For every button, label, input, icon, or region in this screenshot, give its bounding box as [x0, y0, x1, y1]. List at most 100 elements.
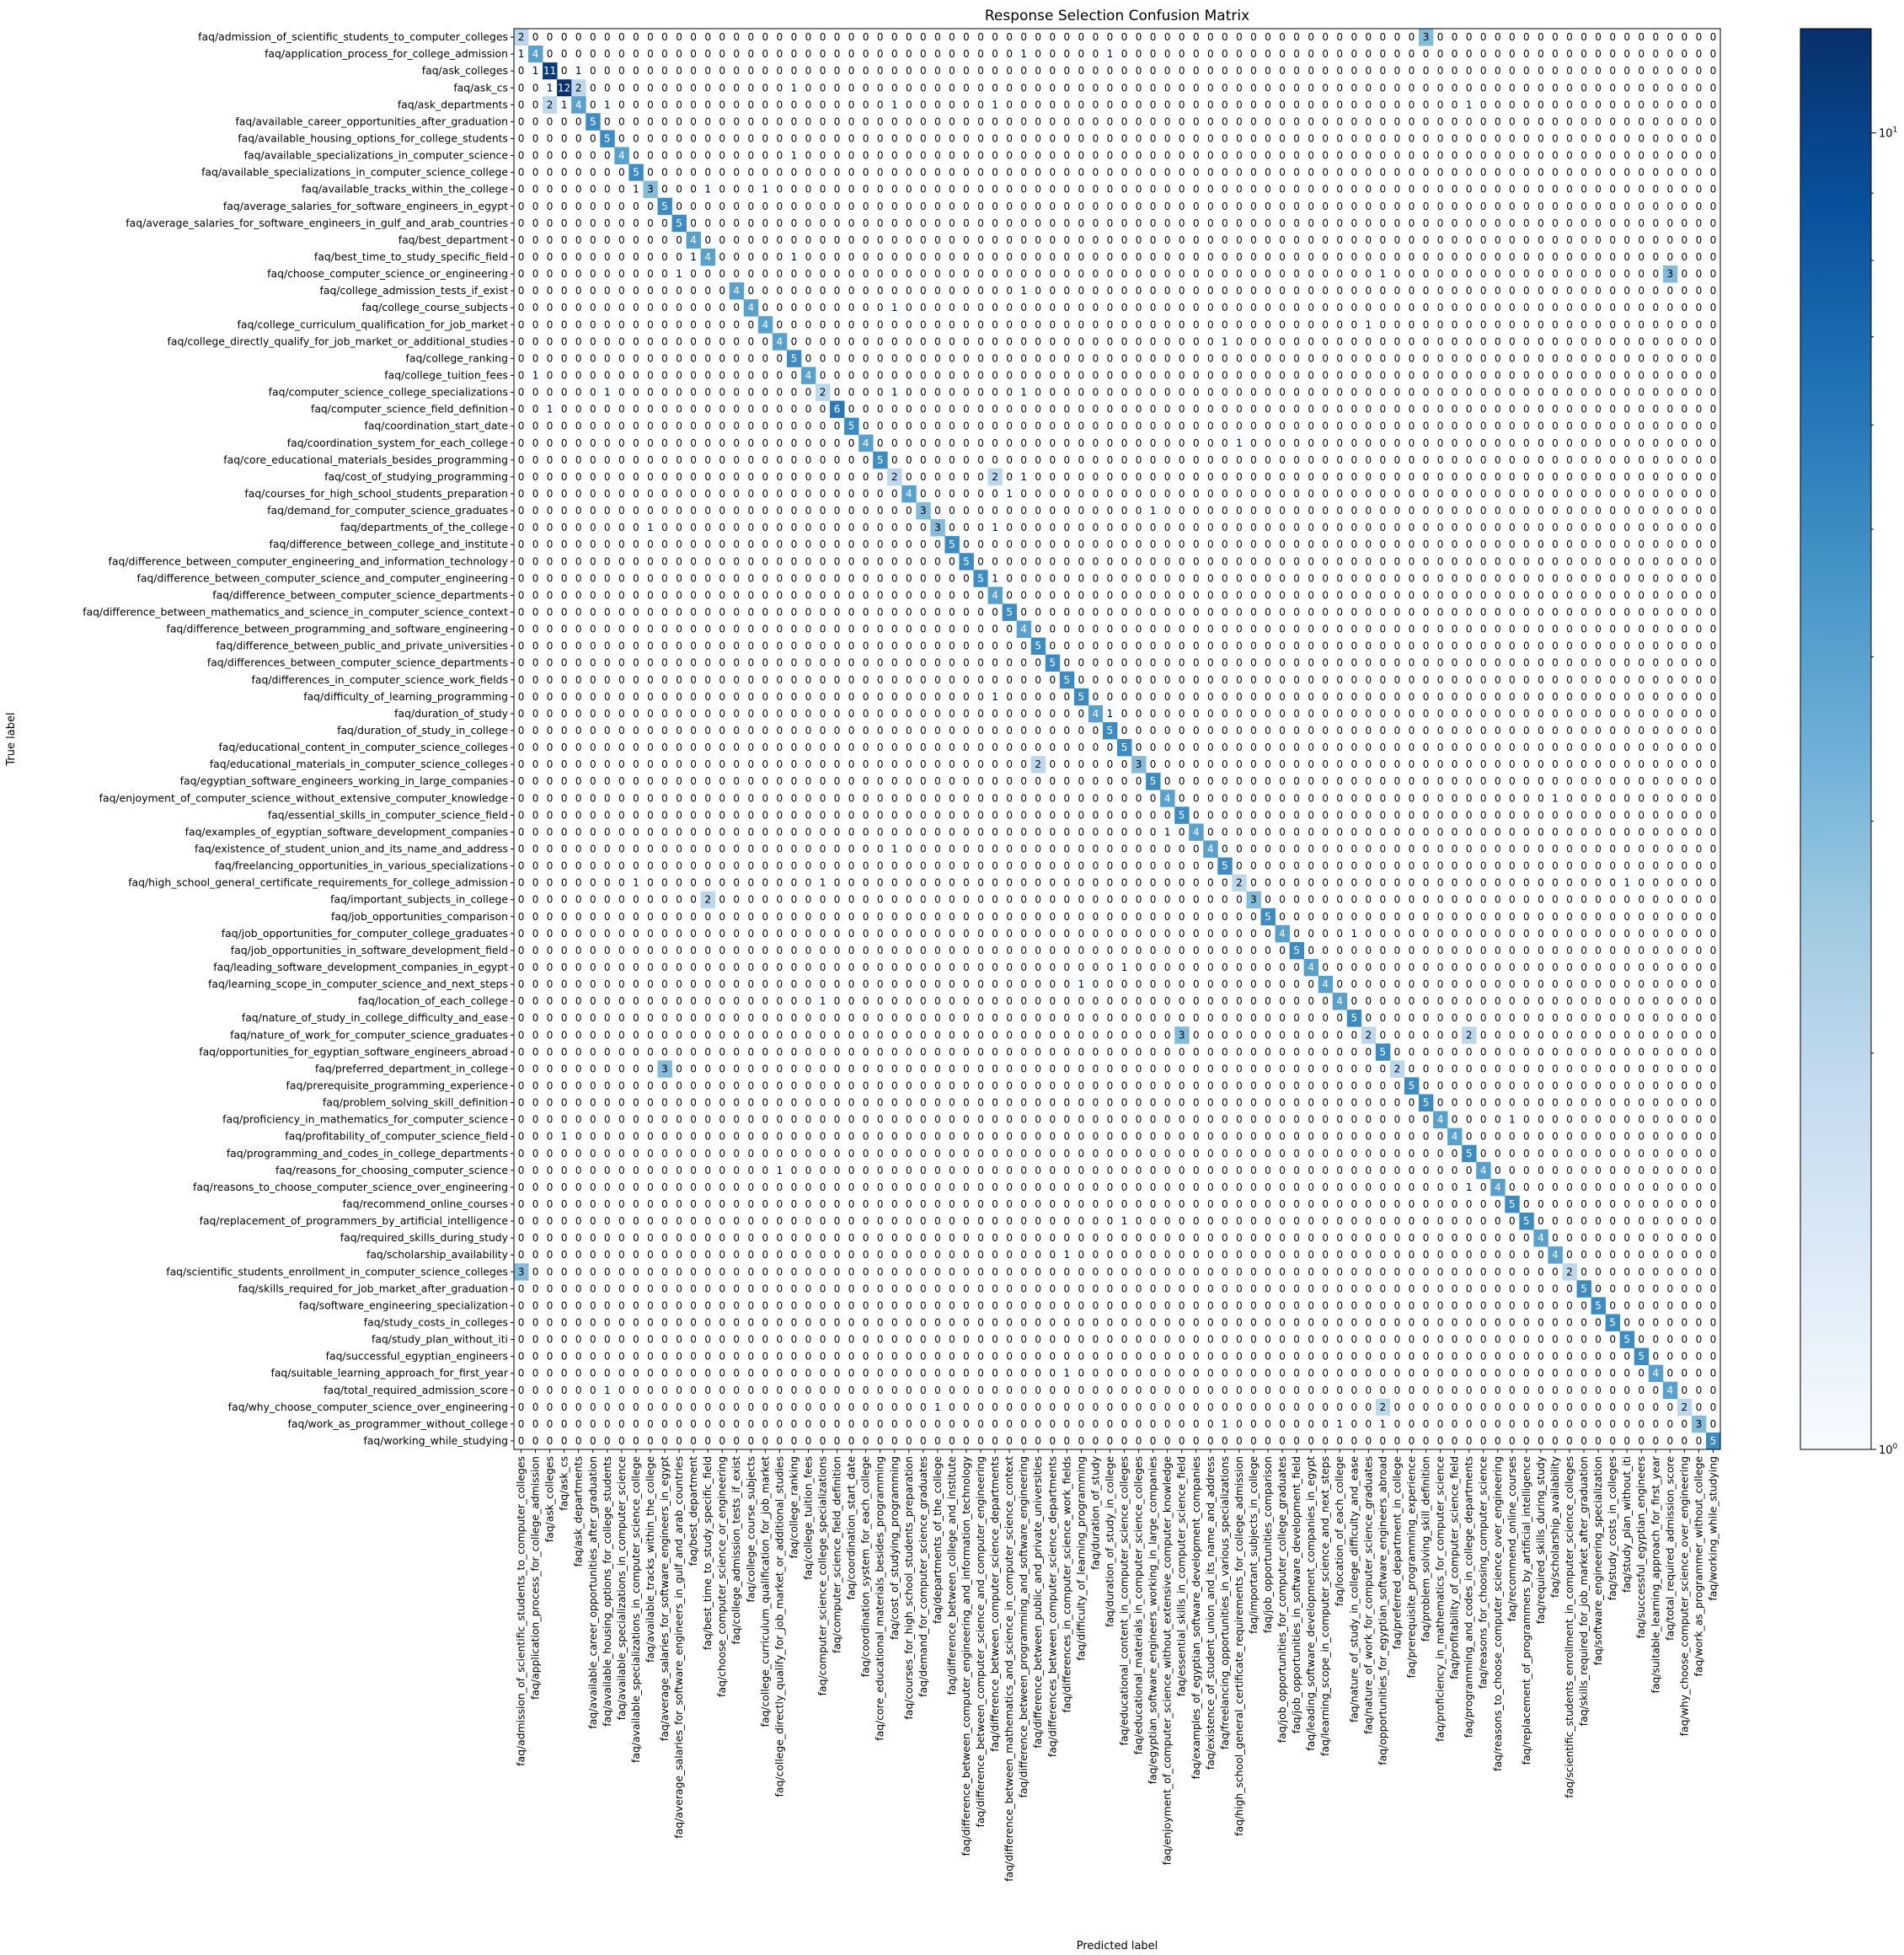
cell-value: 0	[633, 251, 639, 263]
cell-value: 0	[532, 725, 539, 736]
cell-value: 0	[1006, 251, 1013, 263]
cell-value: 0	[1682, 674, 1688, 686]
cell-value: 0	[1006, 911, 1013, 923]
cell-value: 0	[1366, 420, 1372, 432]
cell-value: 0	[1136, 150, 1142, 162]
cell-value: 0	[704, 826, 711, 838]
cell-value: 0	[1366, 217, 1372, 229]
cell-value: 0	[777, 606, 784, 618]
cell-value: 0	[1667, 572, 1674, 584]
heatmap-cell	[1361, 1026, 1377, 1044]
cell-value: 0	[1566, 150, 1573, 162]
cell-value: 0	[1452, 589, 1458, 601]
cell-value: 0	[1466, 624, 1473, 635]
cell-value: 0	[690, 505, 697, 517]
cell-value: 0	[1566, 132, 1573, 144]
cell-value: 0	[1437, 404, 1444, 415]
cell-value: 0	[1006, 978, 1013, 990]
cell-value: 0	[1164, 251, 1171, 263]
heatmap-cell	[557, 1127, 572, 1146]
cell-value: 0	[719, 742, 725, 753]
cell-value: 0	[747, 335, 754, 347]
cell-value: 0	[561, 843, 568, 854]
cell-value: 0	[1020, 555, 1027, 567]
cell-value: 0	[834, 894, 841, 906]
cell-value: 0	[1207, 48, 1214, 60]
cell-value: 0	[963, 961, 970, 973]
cell-value: 0	[1222, 522, 1228, 533]
cell-value: 0	[1423, 860, 1430, 872]
cell-value: 0	[733, 335, 740, 347]
cell-value: 0	[532, 961, 539, 973]
cell-value: 0	[1552, 132, 1559, 144]
cell-value: 0	[820, 437, 826, 449]
cell-value: 0	[647, 792, 654, 804]
heatmap-cell	[1030, 637, 1046, 656]
heatmap-cell	[1619, 1331, 1635, 1348]
cell-value: 0	[1006, 809, 1013, 821]
cell-value: 0	[1595, 792, 1602, 804]
cell-value: 0	[1121, 268, 1128, 280]
cell-value: 0	[863, 319, 869, 330]
cell-value: 0	[992, 488, 998, 500]
cell-value: 0	[1652, 454, 1659, 466]
cell-value: 0	[1523, 674, 1530, 686]
cell-value: 0	[992, 911, 998, 923]
cell-value: 0	[1366, 251, 1372, 263]
cell-value: 0	[1164, 961, 1171, 973]
cell-value: 0	[1308, 132, 1314, 144]
cell-value: 0	[690, 65, 697, 77]
cell-value: 0	[1222, 589, 1228, 601]
cell-value: 0	[1380, 589, 1387, 601]
cell-value: 0	[863, 150, 869, 162]
cell-value: 0	[1380, 285, 1387, 297]
cell-value: 0	[1552, 319, 1559, 330]
cell-value: 0	[618, 420, 625, 432]
cell-value: 0	[590, 335, 596, 347]
cell-value: 0	[992, 387, 998, 399]
cell-value: 0	[906, 251, 912, 263]
cell-value: 0	[1064, 48, 1071, 60]
cell-value: 0	[1667, 132, 1674, 144]
cell-value: 0	[1250, 404, 1257, 415]
cell-value: 0	[1336, 826, 1343, 838]
cell-value: 0	[547, 572, 554, 584]
cell-value: 0	[1380, 708, 1387, 720]
cell-value: 0	[1523, 454, 1530, 466]
cell-value: 0	[1538, 961, 1544, 973]
cell-value: 0	[1495, 234, 1501, 246]
cell-value: 0	[1207, 792, 1214, 804]
cell-value: 0	[1279, 48, 1286, 60]
cell-value: 0	[1293, 725, 1300, 736]
cell-value: 0	[834, 48, 841, 60]
cell-value: 0	[1049, 82, 1056, 94]
cell-value: 0	[848, 488, 855, 500]
cell-value: 0	[1595, 302, 1602, 313]
cell-value: 0	[1035, 555, 1041, 567]
cell-value: 0	[1380, 437, 1387, 449]
cell-value: 0	[1495, 505, 1501, 517]
cell-value: 0	[1682, 945, 1688, 956]
cell-value: 0	[1623, 674, 1630, 686]
cell-value: 5	[1293, 945, 1300, 956]
cell-value: 0	[1121, 115, 1128, 127]
cell-value: 0	[633, 31, 639, 43]
cell-value: 0	[1696, 420, 1703, 432]
cell-value: 0	[1638, 775, 1645, 787]
cell-value: 0	[906, 302, 912, 313]
cell-value: 0	[863, 65, 869, 77]
cell-value: 0	[1623, 420, 1630, 432]
cell-value: 0	[1064, 335, 1071, 347]
heatmap-cell	[1189, 823, 1204, 841]
cell-value: 0	[762, 877, 769, 889]
cell-value: 0	[1652, 792, 1659, 804]
cell-value: 0	[1222, 319, 1228, 330]
cell-value: 0	[575, 606, 582, 618]
cell-value: 0	[1136, 775, 1142, 787]
cell-value: 0	[934, 843, 941, 854]
cell-value: 0	[1710, 505, 1717, 517]
cell-value: 0	[1193, 606, 1200, 618]
cell-value: 0	[1293, 640, 1300, 652]
cell-value: 0	[719, 31, 725, 43]
cell-value: 0	[1452, 387, 1458, 399]
